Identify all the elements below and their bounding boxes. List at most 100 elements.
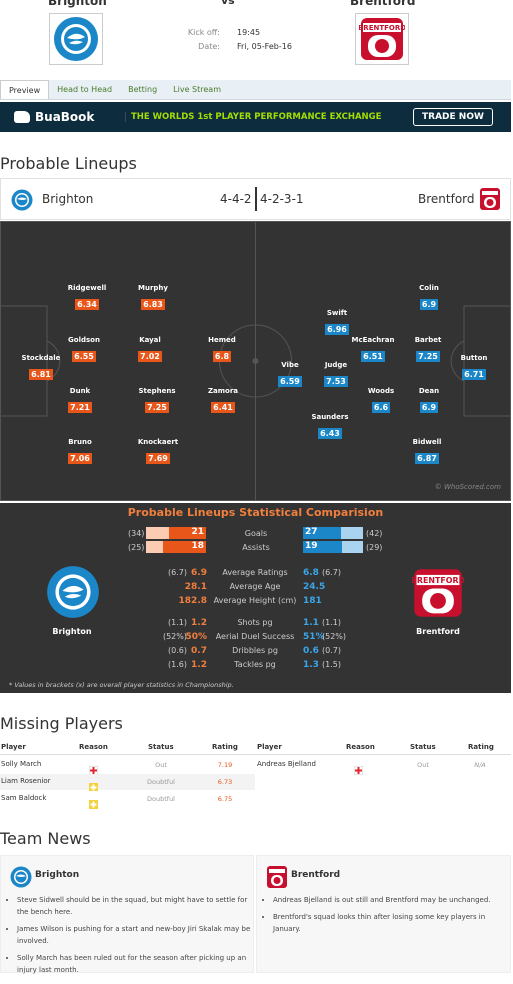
- away-player-vibe[interactable]: Vibe 6.59: [260, 361, 320, 388]
- stat-away-value: 51%: [303, 632, 325, 642]
- player-name: Zamora: [207, 387, 239, 395]
- home-team-name[interactable]: Brighton: [48, 0, 107, 8]
- home-goals-bar: 21: [146, 527, 206, 539]
- missing-away-header-rating: Rating: [468, 743, 494, 751]
- player-name: Button: [460, 354, 488, 362]
- home-player-dunk[interactable]: Dunk 7.21: [50, 387, 110, 414]
- brentford-news-logo-icon: [267, 866, 287, 888]
- away-team-name[interactable]: Brentford: [350, 0, 416, 8]
- lineup-bar: Brighton 4-4-2 4-2-3-1 Brentford: [0, 178, 511, 220]
- player-rating: 7.25: [416, 351, 440, 362]
- away-player-barbet[interactable]: Barbet 7.25: [398, 336, 458, 363]
- away-player-saunders[interactable]: Saunders 6.43: [300, 413, 360, 440]
- player-rating: 6.6: [371, 402, 391, 413]
- tab-live-stream[interactable]: Live Stream: [173, 85, 221, 94]
- away-player-colin[interactable]: Colin 6.9: [399, 284, 459, 311]
- missing-rating: 6.75: [217, 795, 233, 803]
- away-player-bidwell[interactable]: Bidwell 6.87: [397, 438, 457, 465]
- home-player-kayal[interactable]: Kayal 7.02: [120, 336, 180, 363]
- stats-home-name: Brighton: [52, 627, 92, 636]
- missing-player-name: Solly March: [1, 760, 42, 768]
- away-assists-season: (29): [366, 543, 383, 552]
- player-rating: 6.51: [361, 351, 385, 362]
- stat-away-value: 1.3: [303, 660, 319, 670]
- player-rating: 7.21: [68, 402, 92, 413]
- player-name: Goldson: [68, 336, 100, 344]
- stat-away-bracket: (0.7): [322, 646, 341, 655]
- player-rating: 6.83: [141, 299, 165, 310]
- missing-status: Out: [155, 761, 167, 769]
- player-rating: 6.9: [419, 299, 439, 310]
- news-home-item: Steve Sidwell should be in the squad, bu…: [17, 894, 251, 918]
- away-player-woods[interactable]: Woods 6.6: [351, 387, 411, 414]
- trade-now-button[interactable]: TRADE NOW: [413, 108, 493, 126]
- missing-status: Out: [417, 761, 429, 769]
- home-assists-season: (25): [128, 543, 145, 552]
- home-player-ridgewell[interactable]: Ridgewell 6.34: [57, 284, 117, 311]
- doubtful-icon: [89, 777, 98, 796]
- player-name: Ridgewell: [67, 284, 107, 292]
- ad-banner[interactable]: BuaBook THE WORLDS 1st PLAYER PERFORMANC…: [0, 102, 511, 132]
- stat-label: Dribbles pg: [232, 646, 278, 655]
- kickoff-label: Kick off:: [187, 28, 220, 37]
- match-tabs: Preview Head to Head Betting Live Stream: [0, 80, 511, 100]
- player-name: Colin: [419, 284, 439, 292]
- home-missing-row[interactable]: Sam Baldock Doubtful 6.75: [0, 791, 255, 809]
- missing-player-name: Liam Rosenior: [1, 777, 51, 785]
- date-label: Date:: [198, 42, 220, 51]
- stat-away-value: 6.8: [303, 568, 319, 578]
- missing-away-header-status: Status: [410, 743, 436, 751]
- player-name: Woods: [367, 387, 395, 395]
- home-player-goldson[interactable]: Goldson 6.55: [54, 336, 114, 363]
- home-player-zamora[interactable]: Zamora 6.41: [193, 387, 253, 414]
- missing-rating: 7.19: [217, 761, 233, 769]
- home-player-stockdale[interactable]: Stockdale 6.81: [11, 354, 71, 381]
- tab-betting[interactable]: Betting: [128, 85, 158, 94]
- home-missing-row[interactable]: Solly March Out 7.19: [0, 757, 255, 776]
- lineup-away-name: Brentford: [418, 192, 475, 206]
- player-name: Knockaert: [137, 438, 179, 446]
- away-player-mceachran[interactable]: McEachran 6.51: [343, 336, 403, 363]
- section-title-news: Team News: [0, 829, 91, 848]
- home-player-hemed[interactable]: Hemed 6.8: [192, 336, 252, 363]
- away-player-dean[interactable]: Dean 6.9: [399, 387, 459, 414]
- player-rating: 7.02: [138, 351, 162, 362]
- away-player-swift[interactable]: Swift 6.96: [307, 309, 367, 336]
- stat-comparison-title: Probable Lineups Statistical Comparision: [127, 506, 384, 519]
- pitch-markings: [0, 221, 511, 501]
- news-home-name: Brighton: [35, 870, 80, 880]
- home-goals-season: (34): [128, 529, 145, 538]
- home-formation: 4-4-2: [220, 192, 252, 206]
- missing-status: Doubtful: [147, 778, 175, 786]
- away-missing-row[interactable]: Andreas Bjelland Out N/A: [256, 757, 511, 776]
- stat-home-value: 6.9: [191, 568, 207, 578]
- news-away-name: Brentford: [291, 870, 341, 880]
- player-rating: 6.9: [419, 402, 439, 413]
- home-player-bruno[interactable]: Bruno 7.06: [50, 438, 110, 465]
- stat-label: Shots pg: [237, 618, 273, 627]
- player-rating: 7.69: [146, 453, 170, 464]
- home-goals: 21: [191, 527, 204, 537]
- away-assists-bar: 19: [303, 541, 363, 553]
- player-rating: 6.43: [318, 428, 342, 439]
- away-player-button[interactable]: Button 6.71: [444, 354, 504, 381]
- brentford-small-logo-icon: [480, 188, 500, 210]
- home-player-murphy[interactable]: Murphy 6.83: [123, 284, 183, 311]
- away-player-judge[interactable]: Judge 7.53: [306, 361, 366, 388]
- player-rating: 6.71: [462, 369, 486, 380]
- tab-preview[interactable]: Preview: [0, 80, 50, 99]
- lineup-home-name: Brighton: [42, 192, 94, 206]
- away-assists: 19: [305, 541, 318, 551]
- home-crest[interactable]: [49, 13, 103, 65]
- away-crest[interactable]: BRENTFORD: [355, 13, 409, 65]
- news-home-item: James Wilson is pushing for a start and …: [17, 923, 251, 947]
- tab-head-to-head[interactable]: Head to Head: [57, 85, 113, 94]
- home-player-knockaert[interactable]: Knockaert 7.69: [128, 438, 188, 465]
- svg-text:BRENTFORD: BRENTFORD: [359, 24, 405, 32]
- news-home-list: Steve Sidwell should be in the squad, bu…: [17, 894, 251, 981]
- away-goals-season: (42): [366, 529, 383, 538]
- home-missing-row[interactable]: Liam Rosenior Doubtful 6.73: [0, 774, 255, 792]
- home-player-stephens[interactable]: Stephens 7.25: [127, 387, 187, 414]
- pitch: Stockdale 6.81 Ridgewell 6.34 Goldson 6.55 Dun…: [0, 221, 511, 501]
- stat-home-bracket: (1.6): [168, 660, 187, 669]
